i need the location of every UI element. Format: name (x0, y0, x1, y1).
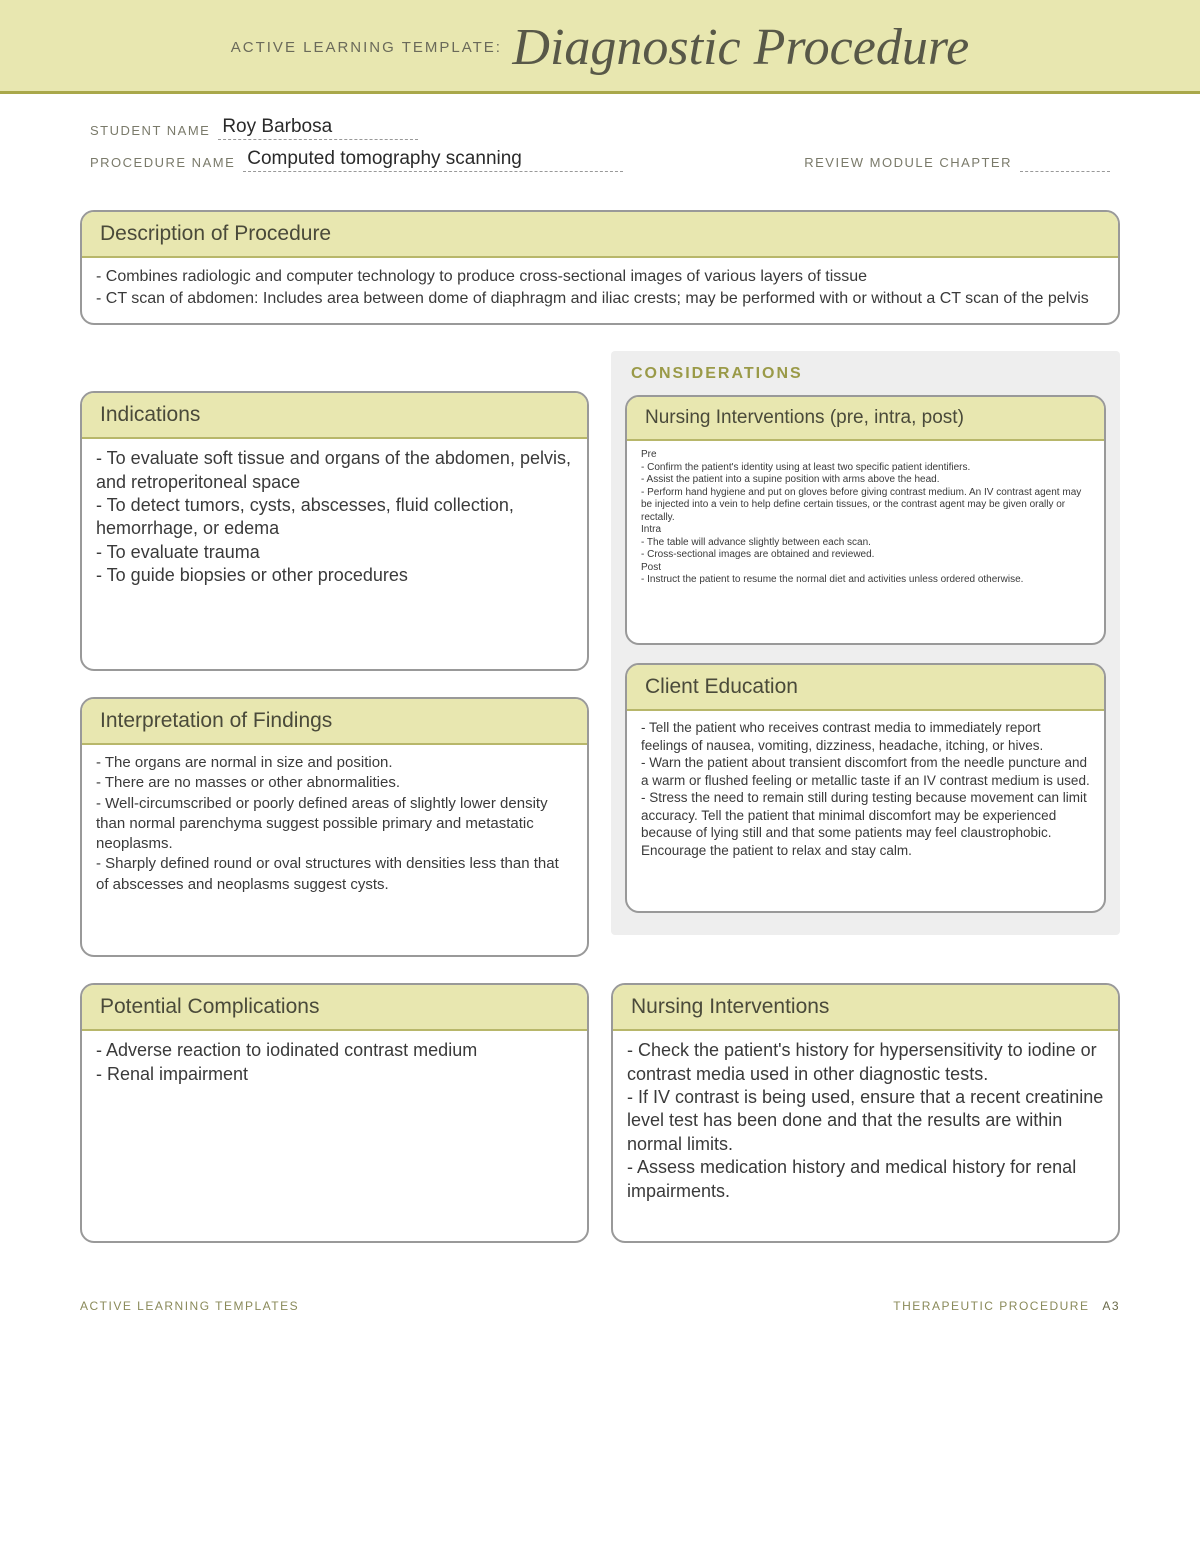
review-chapter-field[interactable] (1020, 152, 1110, 172)
header-band: ACTIVE LEARNING TEMPLATE: Diagnostic Pro… (0, 0, 1200, 94)
student-label: STUDENT NAME (90, 123, 210, 140)
complications-body: - Adverse reaction to iodinated contrast… (82, 1031, 587, 1100)
footer-right: THERAPEUTIC PROCEDURE A3 (893, 1299, 1120, 1313)
page-title: Diagnostic Procedure (512, 19, 969, 76)
content-area: Description of Procedure - Combines radi… (0, 190, 1200, 1269)
complications-title: Potential Complications (82, 985, 587, 1031)
client-ed-box: Client Education - Tell the patient who … (625, 663, 1106, 913)
description-title: Description of Procedure (82, 212, 1118, 258)
align-spacer (80, 351, 589, 391)
row-1: Indications - To evaluate soft tissue an… (80, 351, 1120, 983)
page: ACTIVE LEARNING TEMPLATE: Diagnostic Pro… (0, 0, 1200, 1363)
procedure-row: PROCEDURE NAME Computed tomography scann… (90, 148, 1110, 172)
nursing-int-box: Nursing Interventions - Check the patien… (611, 983, 1120, 1243)
procedure-label: PROCEDURE NAME (90, 155, 235, 172)
right-col: CONSIDERATIONS Nursing Interventions (pr… (611, 351, 1120, 983)
interpretation-body: - The organs are normal in size and posi… (82, 745, 587, 909)
considerations-panel: CONSIDERATIONS Nursing Interventions (pr… (611, 351, 1120, 935)
considerations-label: CONSIDERATIONS (631, 365, 1106, 383)
indications-body: - To evaluate soft tissue and organs of … (82, 439, 587, 601)
footer: ACTIVE LEARNING TEMPLATES THERAPEUTIC PR… (0, 1269, 1200, 1323)
footer-left: ACTIVE LEARNING TEMPLATES (80, 1299, 299, 1313)
client-ed-body: - Tell the patient who receives contrast… (627, 711, 1104, 873)
nursing-pre-body: Pre - Confirm the patient's identity usi… (627, 441, 1104, 601)
interpretation-box: Interpretation of Findings - The organs … (80, 697, 589, 957)
nursing-pre-title: Nursing Interventions (pre, intra, post) (627, 397, 1104, 441)
description-body: - Combines radiologic and computer techn… (82, 258, 1118, 323)
indications-box: Indications - To evaluate soft tissue an… (80, 391, 589, 671)
nursing-int-title: Nursing Interventions (613, 985, 1118, 1031)
client-ed-title: Client Education (627, 665, 1104, 711)
interpretation-title: Interpretation of Findings (82, 699, 587, 745)
student-name-field[interactable]: Roy Barbosa (218, 116, 418, 140)
nursing-int-body: - Check the patient's history for hypers… (613, 1031, 1118, 1217)
footer-page: A3 (1102, 1299, 1120, 1313)
footer-right-text: THERAPEUTIC PROCEDURE (893, 1299, 1089, 1313)
header-prefix: ACTIVE LEARNING TEMPLATE: (231, 39, 502, 56)
row-2: Potential Complications - Adverse reacti… (80, 983, 1120, 1269)
review-label: REVIEW MODULE CHAPTER (804, 155, 1012, 172)
description-box: Description of Procedure - Combines radi… (80, 210, 1120, 325)
left-col: Indications - To evaluate soft tissue an… (80, 351, 589, 983)
student-row: STUDENT NAME Roy Barbosa (90, 116, 1110, 140)
nursing-pre-box: Nursing Interventions (pre, intra, post)… (625, 395, 1106, 645)
procedure-name-field[interactable]: Computed tomography scanning (243, 148, 623, 172)
indications-title: Indications (82, 393, 587, 439)
complications-box: Potential Complications - Adverse reacti… (80, 983, 589, 1243)
meta-section: STUDENT NAME Roy Barbosa PROCEDURE NAME … (0, 94, 1200, 190)
